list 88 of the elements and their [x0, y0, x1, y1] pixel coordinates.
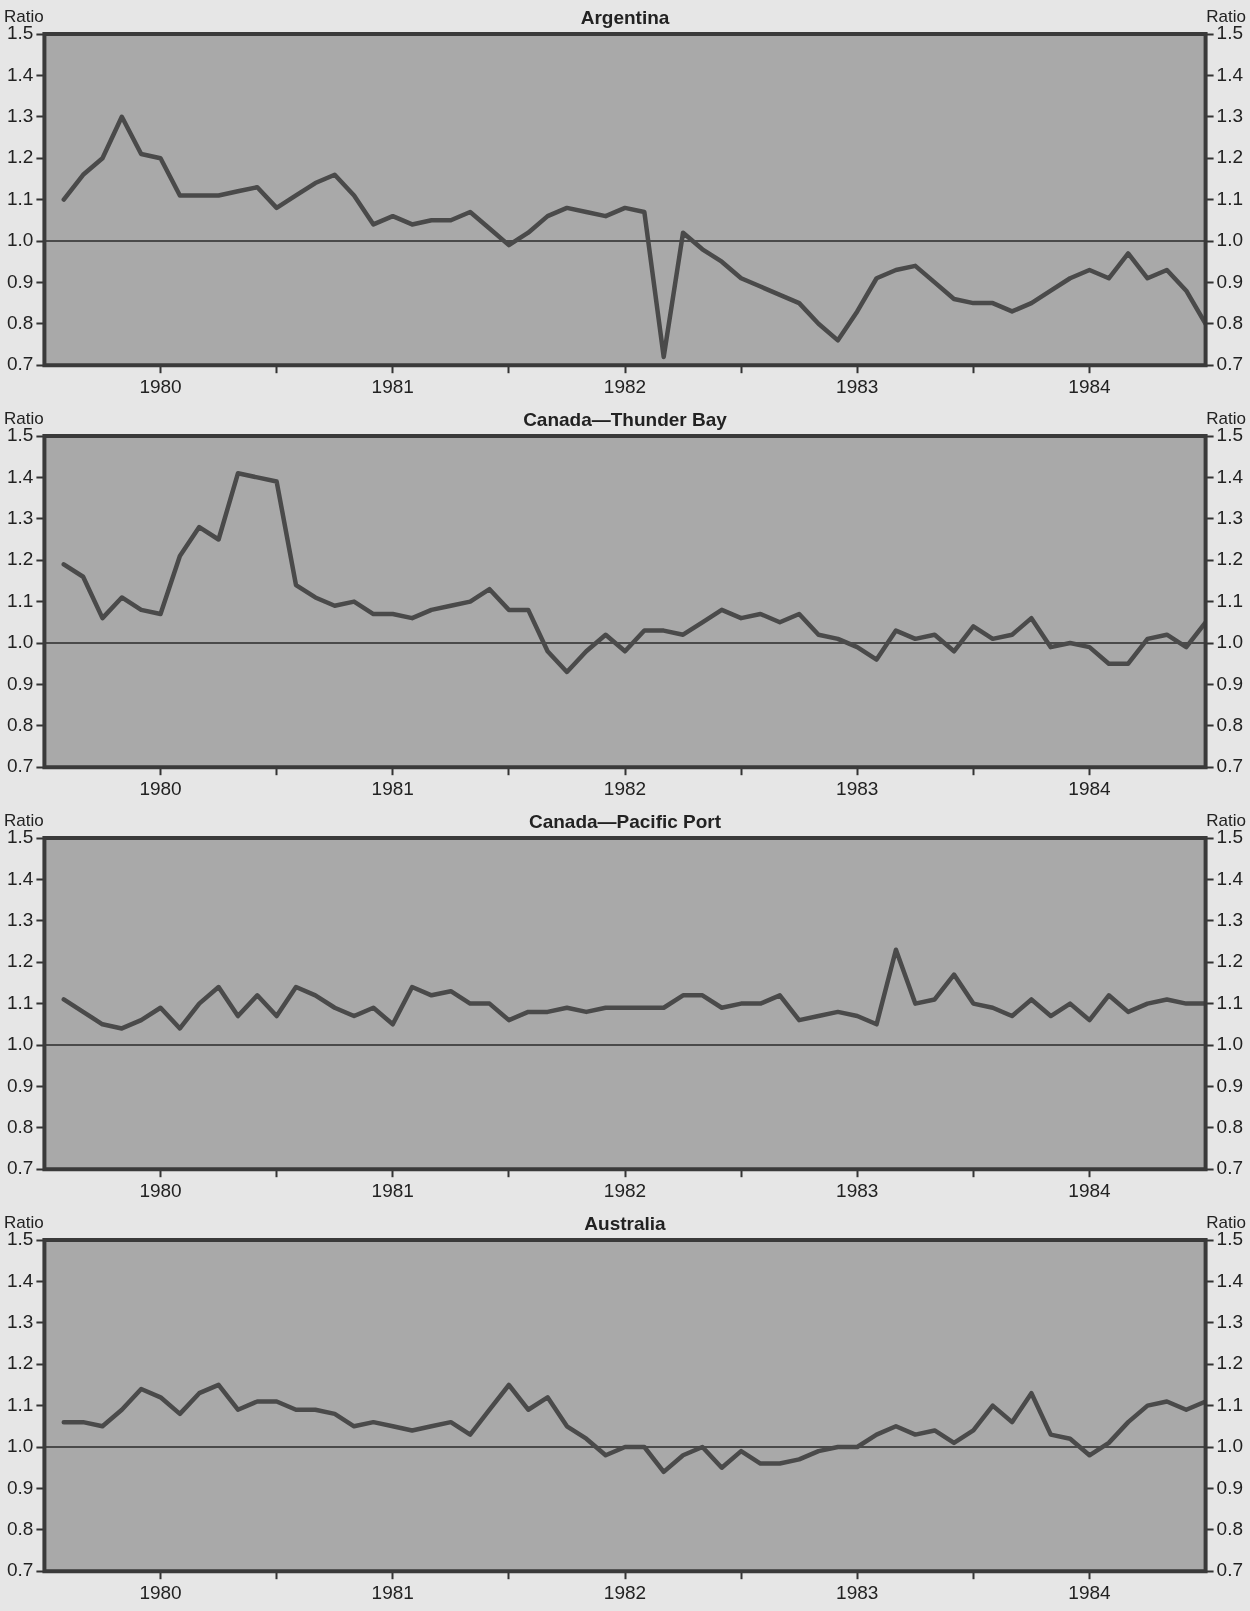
y2-tick-label: 1.4 — [1216, 63, 1244, 85]
y2-tick-label: 1.4 — [1216, 465, 1244, 487]
y-tick-label: 1.2 — [6, 950, 34, 972]
y2-tick-label: 1.3 — [1216, 1311, 1244, 1333]
y2-tick-label: 0.7 — [1216, 1559, 1244, 1581]
x-tick-label: 1983 — [836, 1179, 879, 1201]
y2-tick-label: 1.2 — [1216, 548, 1244, 570]
y-tick-label: 1.0 — [6, 229, 34, 251]
y-tick-label: 0.7 — [6, 755, 34, 777]
y2-tick-label: 0.9 — [1216, 672, 1244, 694]
y-tick-label: 0.9 — [6, 270, 34, 292]
y2-tick-label: 1.0 — [1216, 229, 1244, 251]
y-tick-label: 0.9 — [6, 1074, 34, 1096]
x-tick-label: 1984 — [1068, 1179, 1112, 1201]
y2-tick-label: 1.3 — [1216, 909, 1244, 931]
y-tick-label: 1.4 — [6, 465, 34, 487]
chart-title: Canada—Pacific Port — [528, 810, 722, 832]
y2-tick-label: 0.9 — [1216, 270, 1244, 292]
y2-tick-label: 1.1 — [1216, 187, 1244, 209]
y-tick-label: 1.3 — [6, 909, 34, 931]
x-tick-label: 1981 — [371, 1179, 414, 1201]
x-tick-label: 1981 — [371, 1581, 414, 1603]
y2-tick-label: 0.7 — [1216, 755, 1244, 777]
y2-tick-label: 1.2 — [1216, 950, 1244, 972]
y2-tick-label: 1.0 — [1216, 1435, 1244, 1457]
y-tick-label: 0.7 — [6, 353, 34, 375]
x-tick-label: 1981 — [371, 777, 414, 799]
y-tick-label: 1.3 — [6, 1311, 34, 1333]
x-tick-label: 1980 — [139, 777, 182, 799]
y2-tick-label: 1.2 — [1216, 146, 1244, 168]
y2-tick-label: 0.7 — [1216, 1157, 1244, 1179]
y-tick-label: 1.2 — [6, 1352, 34, 1374]
y2-tick-label: 0.8 — [1216, 1518, 1244, 1540]
x-tick-label: 1981 — [371, 375, 414, 397]
x-tick-label: 1984 — [1068, 1581, 1112, 1603]
y-tick-label: 1.4 — [6, 867, 34, 889]
y-tick-label: 1.0 — [6, 1033, 34, 1055]
y2-tick-label: 0.8 — [1216, 714, 1244, 736]
y-tick-label: 1.2 — [6, 146, 34, 168]
y2-tick-label: 0.9 — [1216, 1476, 1244, 1498]
y2-tick-label: 0.8 — [1216, 1116, 1244, 1138]
x-tick-label: 1982 — [603, 1581, 647, 1603]
x-tick-label: 1982 — [603, 375, 647, 397]
chart-title: Australia — [584, 1212, 667, 1234]
y2-tick-label: 1.2 — [1216, 1352, 1244, 1374]
y-tick-label: 1.1 — [6, 991, 34, 1013]
y2-tick-label: 1.0 — [1216, 1033, 1244, 1055]
x-tick-label: 1982 — [603, 777, 647, 799]
y-tick-label: 0.8 — [6, 312, 34, 334]
x-tick-label: 1980 — [139, 375, 182, 397]
x-tick-label: 1983 — [836, 1581, 879, 1603]
y-tick-label: 0.9 — [6, 1476, 34, 1498]
y2-tick-label: 0.7 — [1216, 353, 1244, 375]
y2-tick-label: 1.1 — [1216, 991, 1244, 1013]
y-tick-label: 1.1 — [6, 1393, 34, 1415]
y-tick-label: 1.3 — [6, 507, 34, 529]
y-tick-label: 0.8 — [6, 714, 34, 736]
y-tick-label: 1.0 — [6, 1435, 34, 1457]
x-tick-label: 1984 — [1068, 375, 1112, 397]
y2-tick-label: 0.8 — [1216, 312, 1244, 334]
y2-tick-label: 1.0 — [1216, 631, 1244, 653]
x-tick-label: 1980 — [139, 1581, 182, 1603]
y-tick-label: 1.1 — [6, 589, 34, 611]
y2-tick-label: 0.9 — [1216, 1074, 1244, 1096]
chart-title: Argentina — [580, 6, 670, 28]
y2-tick-label: 1.1 — [1216, 589, 1244, 611]
x-tick-label: 1983 — [836, 777, 879, 799]
x-tick-label: 1980 — [139, 1179, 182, 1201]
y2-tick-label: 1.3 — [1216, 507, 1244, 529]
y-tick-label: 1.1 — [6, 187, 34, 209]
y-tick-label: 0.9 — [6, 672, 34, 694]
chart-title: Canada—Thunder Bay — [523, 408, 728, 430]
y2-tick-label: 1.4 — [1216, 1269, 1244, 1291]
y-tick-label: 1.4 — [6, 1269, 34, 1291]
y-tick-label: 1.3 — [6, 105, 34, 127]
y-tick-label: 1.2 — [6, 548, 34, 570]
y2-tick-label: 1.4 — [1216, 867, 1244, 889]
y2-tick-label: 1.3 — [1216, 105, 1244, 127]
y-tick-label: 0.7 — [6, 1559, 34, 1581]
y-tick-label: 0.7 — [6, 1157, 34, 1179]
y-tick-label: 0.8 — [6, 1518, 34, 1540]
y2-tick-label: 1.1 — [1216, 1393, 1244, 1415]
x-tick-label: 1984 — [1068, 777, 1112, 799]
y-tick-label: 1.0 — [6, 631, 34, 653]
x-tick-label: 1982 — [603, 1179, 647, 1201]
y-tick-label: 0.8 — [6, 1116, 34, 1138]
y-tick-label: 1.4 — [6, 63, 34, 85]
x-tick-label: 1983 — [836, 375, 879, 397]
